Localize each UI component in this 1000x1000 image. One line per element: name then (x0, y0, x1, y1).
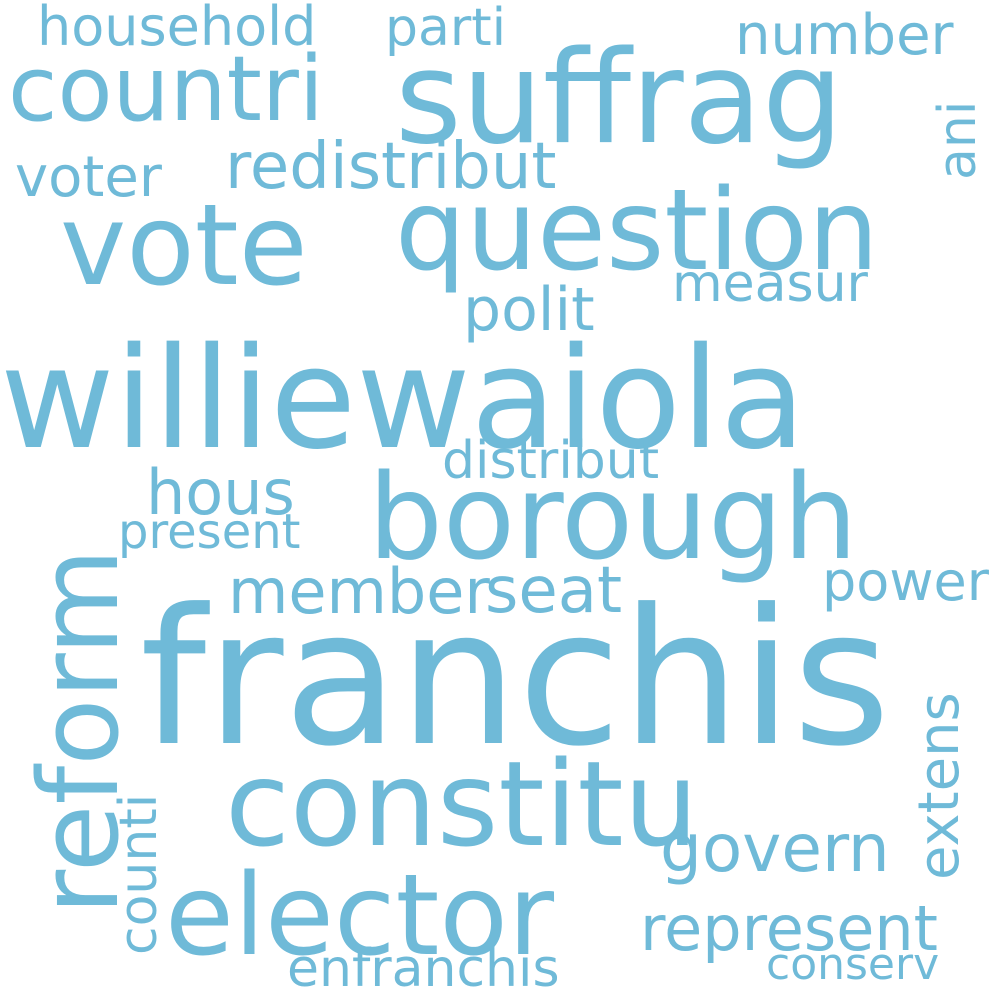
word-polit: polit (463, 275, 595, 345)
word-hous: hous (146, 456, 295, 529)
word-distribut: distribut (442, 431, 660, 491)
word-number: number (735, 3, 954, 68)
word-ani: ani (928, 100, 988, 180)
word-voter: voter (15, 145, 162, 210)
word-conserv: conserv (766, 939, 940, 990)
word-counti: counti (109, 793, 169, 955)
word-measur: measur (672, 254, 868, 314)
word-govern: govern (660, 810, 890, 887)
word-question: question (395, 166, 879, 296)
word-enfranchis: enfranchis (287, 939, 560, 999)
word-power: power (822, 550, 989, 613)
word-present: present (118, 504, 301, 560)
word-represent: represent (640, 892, 938, 965)
word-member: member (228, 555, 490, 628)
word-countri: countri (8, 37, 324, 142)
word-borough: borough (368, 448, 858, 586)
word-household: household (37, 0, 317, 58)
word-williewaiola: williewaiola (0, 318, 806, 481)
word-redistribut: redistribut (225, 130, 557, 204)
word-suffrag: suffrag (395, 24, 844, 173)
word-elector: elector (165, 851, 554, 981)
word-extens: extens (907, 692, 972, 880)
word-constitu: constitu (225, 735, 699, 873)
word-vote: vote (60, 181, 308, 311)
word-franchis: franchis (140, 569, 891, 788)
word-parti: parti (385, 0, 507, 58)
word-seat: seat (485, 554, 623, 628)
